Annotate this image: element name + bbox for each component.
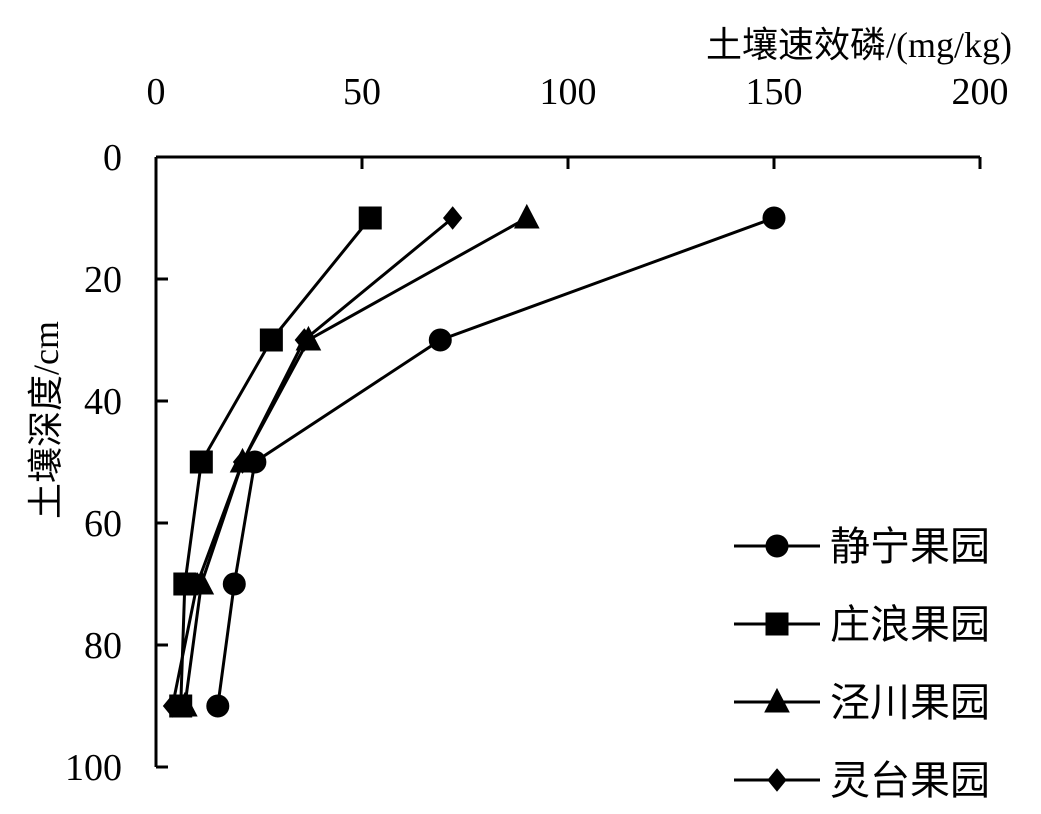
legend-label: 静宁果园 [830, 524, 990, 569]
legend-label: 灵台果园 [830, 758, 990, 803]
y-tick-label: 80 [84, 625, 122, 667]
x-tick-label: 150 [746, 71, 803, 113]
series-circle [206, 206, 786, 718]
legend-marker-diamond [767, 768, 787, 792]
series-square [169, 206, 382, 718]
legend-label: 泾川果园 [830, 680, 990, 725]
x-axis-ticks: 0 50 100 150 200 [147, 71, 1009, 169]
y-tick-label: 100 [65, 747, 122, 789]
legend-item: 静宁果园 [734, 524, 990, 569]
legend-item: 泾川果园 [734, 680, 990, 725]
data-point-diamond [232, 450, 253, 474]
y-tick-label: 0 [103, 137, 122, 179]
data-point-circle [206, 694, 230, 718]
data-point-diamond [294, 328, 314, 352]
series-diamond [162, 206, 463, 718]
data-point-circle [428, 328, 452, 352]
data-point-circle [222, 572, 246, 596]
legend-item: 庄浪果园 [734, 602, 990, 647]
y-tick-label: 20 [84, 259, 122, 301]
x-tick-label: 200 [952, 71, 1009, 113]
series-line [216, 216, 775, 707]
y-axis-ticks: 0 20 40 60 80 100 [65, 137, 168, 789]
data-series [162, 203, 786, 718]
x-tick-label: 0 [147, 71, 166, 113]
legend-marker-triangle [764, 687, 790, 713]
legend-marker-square [765, 612, 789, 636]
data-point-square [358, 206, 382, 230]
data-point-diamond [162, 694, 183, 718]
data-point-square [259, 328, 283, 352]
legend-label: 庄浪果园 [830, 602, 990, 647]
y-axis-title: 土壤深度/cm [26, 321, 66, 519]
data-point-square [189, 450, 213, 474]
data-point-circle [762, 206, 786, 230]
data-point-diamond [442, 206, 463, 230]
x-tick-label: 100 [540, 71, 597, 113]
x-axis-title: 土壤速效磷/(mg/kg) [706, 25, 1012, 65]
legend-item: 灵台果园 [734, 758, 990, 803]
x-tick-label: 50 [343, 71, 381, 113]
y-tick-label: 60 [84, 503, 122, 545]
data-point-triangle [513, 203, 540, 229]
y-tick-label: 40 [84, 381, 122, 423]
data-point-diamond [187, 572, 207, 596]
legend-marker-circle [765, 534, 789, 558]
